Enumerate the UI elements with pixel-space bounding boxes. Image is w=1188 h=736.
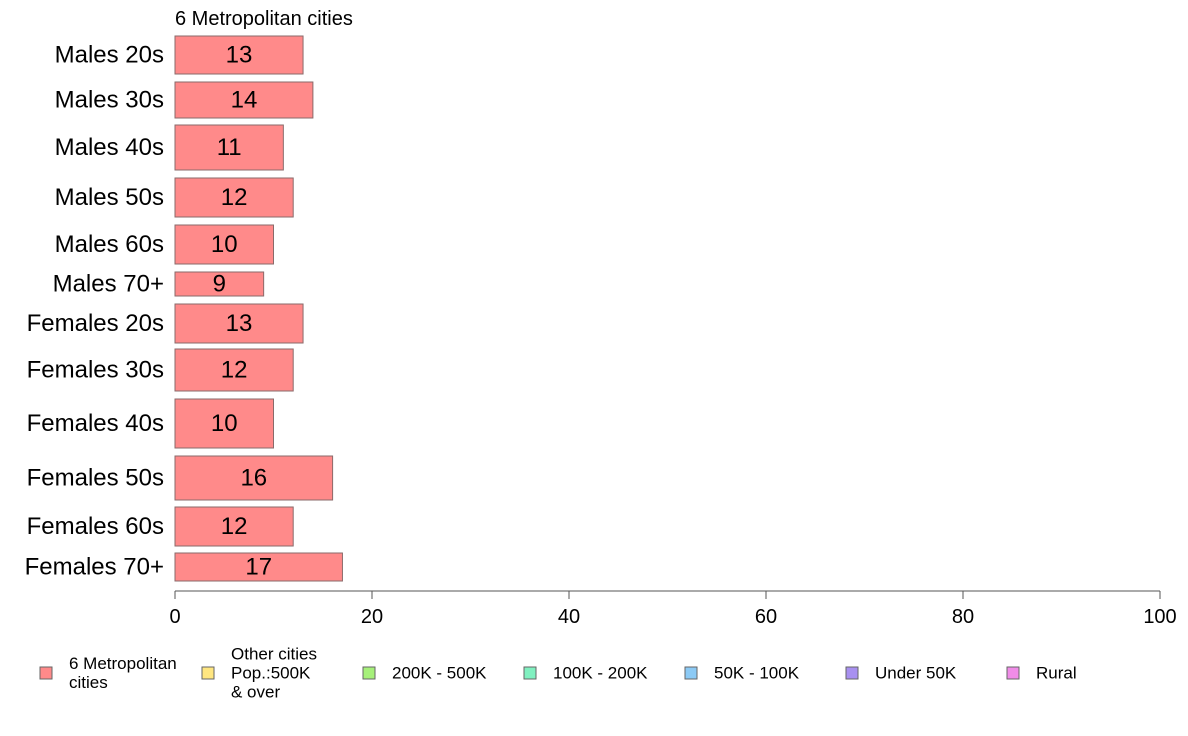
data-label: 14 xyxy=(231,87,258,114)
category-label: Males 30s xyxy=(55,87,164,114)
legend-item: Rural xyxy=(1006,664,1077,683)
bar xyxy=(174,81,314,119)
x-tick-label: 0 xyxy=(169,606,180,628)
category-label: Females 40s xyxy=(27,410,164,437)
category-label: Females 70+ xyxy=(25,554,164,581)
x-tick-label: 100 xyxy=(1143,606,1176,628)
data-label: 16 xyxy=(240,465,267,492)
bar xyxy=(174,124,284,171)
x-tick-label: 40 xyxy=(558,606,580,628)
legend-swatch xyxy=(39,666,53,680)
legend-label: 200K - 500K xyxy=(392,664,487,683)
legend-swatch xyxy=(523,666,537,680)
category-label: Males 70+ xyxy=(53,271,164,298)
legend-swatch xyxy=(684,666,698,680)
legend-swatch xyxy=(362,666,376,680)
category-label: Males 50s xyxy=(55,184,164,211)
legend-item: 200K - 500K xyxy=(362,664,487,683)
chart-title: 6 Metropolitan cities xyxy=(175,8,353,30)
bars-layer xyxy=(174,35,343,582)
legend-label: & over xyxy=(231,683,280,702)
category-label: Males 40s xyxy=(55,134,164,161)
data-label: 9 xyxy=(213,271,226,298)
data-label: 10 xyxy=(211,231,238,258)
legend-item: 100K - 200K xyxy=(523,664,648,683)
data-label: 12 xyxy=(221,513,248,540)
category-label: Males 60s xyxy=(55,231,164,258)
bar xyxy=(174,177,294,218)
bar xyxy=(174,224,274,265)
legend-label: Rural xyxy=(1036,664,1077,683)
bar xyxy=(174,303,304,344)
category-label: Females 50s xyxy=(27,465,164,492)
category-label: Males 20s xyxy=(55,42,164,69)
x-tick-label: 20 xyxy=(361,606,383,628)
data-label: 12 xyxy=(221,184,248,211)
bar xyxy=(174,398,274,449)
legend-swatch xyxy=(845,666,859,680)
bar xyxy=(174,506,294,547)
data-label: 13 xyxy=(226,42,253,69)
data-label: 10 xyxy=(211,410,238,437)
legend-label: 100K - 200K xyxy=(553,664,648,683)
legend-label: 50K - 100K xyxy=(714,664,800,683)
legend-label: Pop.:500K xyxy=(231,664,311,683)
x-tick-label: 60 xyxy=(755,606,777,628)
bar xyxy=(174,271,265,297)
category-labels: Males 20s Males 30s Males 40s Males 50s Male… xyxy=(25,42,164,581)
legend-swatch xyxy=(201,666,215,680)
category-label: Females 30s xyxy=(27,357,164,384)
data-label: 13 xyxy=(226,310,253,337)
legend-item: Under 50K xyxy=(845,664,957,683)
bar xyxy=(174,455,334,501)
bar xyxy=(174,348,294,392)
bar xyxy=(174,552,343,582)
data-label: 12 xyxy=(221,357,248,384)
legend-item: 6 Metropolitan cities xyxy=(39,654,177,692)
bar xyxy=(174,35,304,75)
legend-swatch xyxy=(1006,666,1020,680)
x-tick-label: 80 xyxy=(952,606,974,628)
legend-label: cities xyxy=(69,673,108,692)
legend-label: 6 Metropolitan xyxy=(69,654,177,673)
legend-label: Other cities xyxy=(231,645,317,664)
legend: 6 Metropolitan cities Other citiesPop.:50… xyxy=(39,645,1077,702)
data-label: 17 xyxy=(245,554,272,581)
category-label: Females 60s xyxy=(27,513,164,540)
category-label: Females 20s xyxy=(27,310,164,337)
x-axis: 0 20 40 60 80 100 xyxy=(169,590,1177,628)
data-label: 11 xyxy=(217,134,242,161)
legend-item: 50K - 100K xyxy=(684,664,800,683)
legend-label: Under 50K xyxy=(875,664,957,683)
